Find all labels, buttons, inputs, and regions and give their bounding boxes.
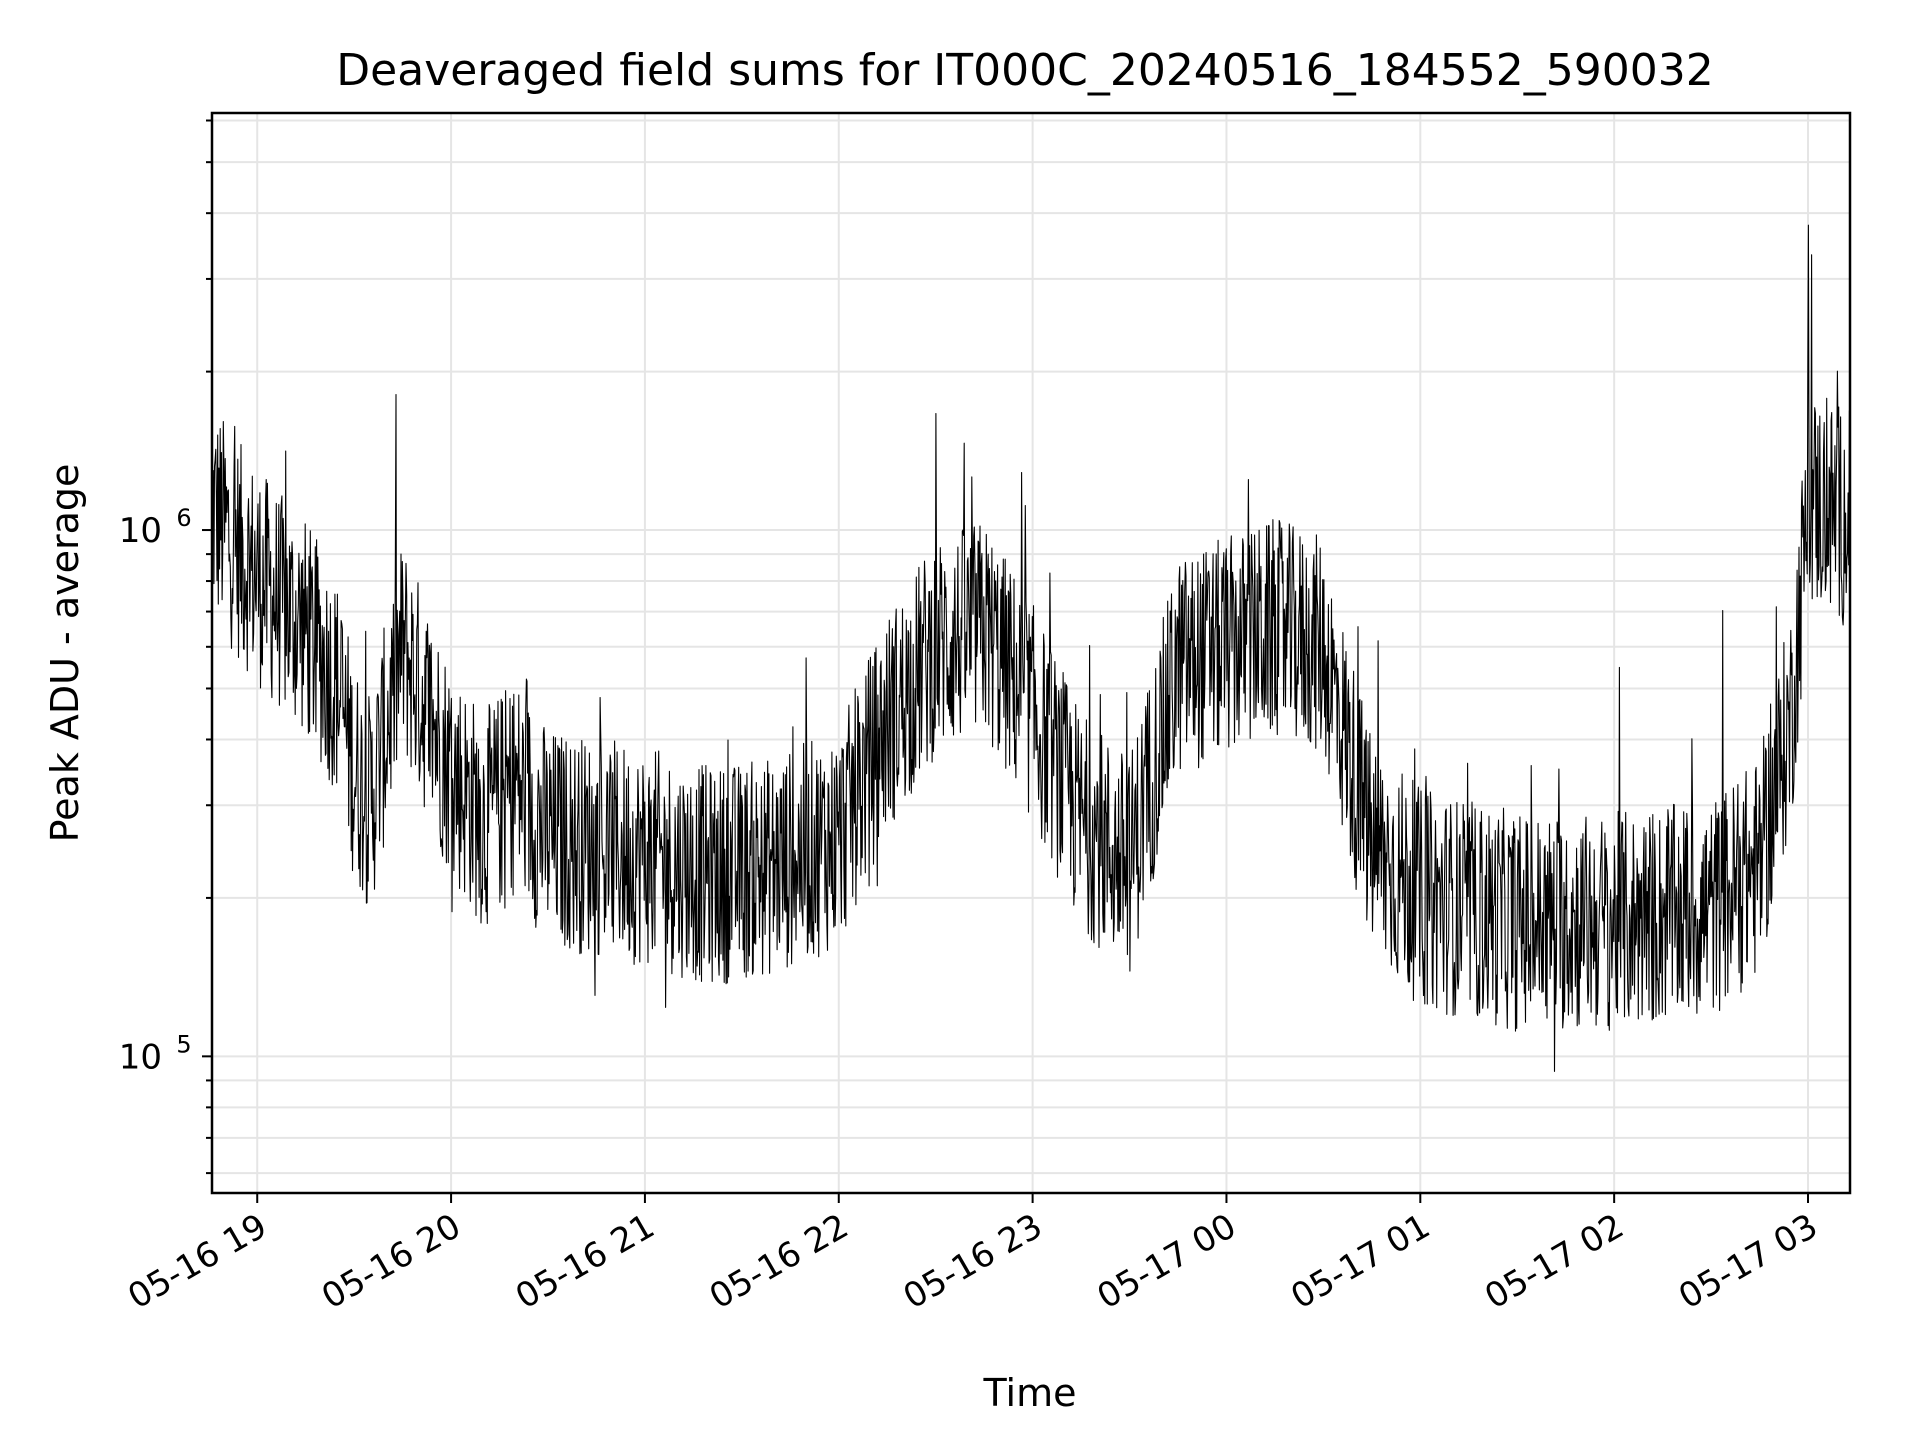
y-axis-label: Peak ADU - average (43, 464, 87, 843)
plot-frame (210, 111, 1852, 1195)
y-tick-exponent: 6 (176, 504, 191, 532)
y-tick-base: 10 (119, 511, 162, 551)
y-tick-base: 10 (119, 1037, 162, 1077)
x-tick-label: 05-17 00 (1091, 1206, 1243, 1317)
chart-title: Deaveraged field sums for IT000C_2024051… (336, 45, 1713, 96)
plot-area (211, 224, 1851, 1072)
x-tick-label: 05-16 21 (509, 1206, 661, 1317)
x-axis: 05-16 19 05-16 20 05-16 21 05-16 22 05-16 23… (121, 1193, 1825, 1317)
y-tick-exponent: 5 (176, 1030, 191, 1058)
x-tick-label: 05-17 01 (1284, 1206, 1436, 1317)
y-axis: 10 5 10 6 (119, 119, 212, 1175)
x-tick-label: 05-16 22 (703, 1206, 855, 1317)
x-tick-label: 05-17 02 (1478, 1206, 1630, 1317)
series-line (211, 224, 1851, 1072)
x-tick-label: 05-17 03 (1672, 1206, 1824, 1317)
y-tick-label: 10 (119, 1037, 162, 1077)
x-axis-label: Time (983, 1371, 1077, 1415)
x-tick-label: 05-16 20 (315, 1206, 467, 1317)
y-tick-label: 10 (119, 511, 162, 551)
x-tick-label: 05-16 23 (897, 1206, 1049, 1317)
x-tick-label: 05-16 19 (121, 1206, 273, 1317)
